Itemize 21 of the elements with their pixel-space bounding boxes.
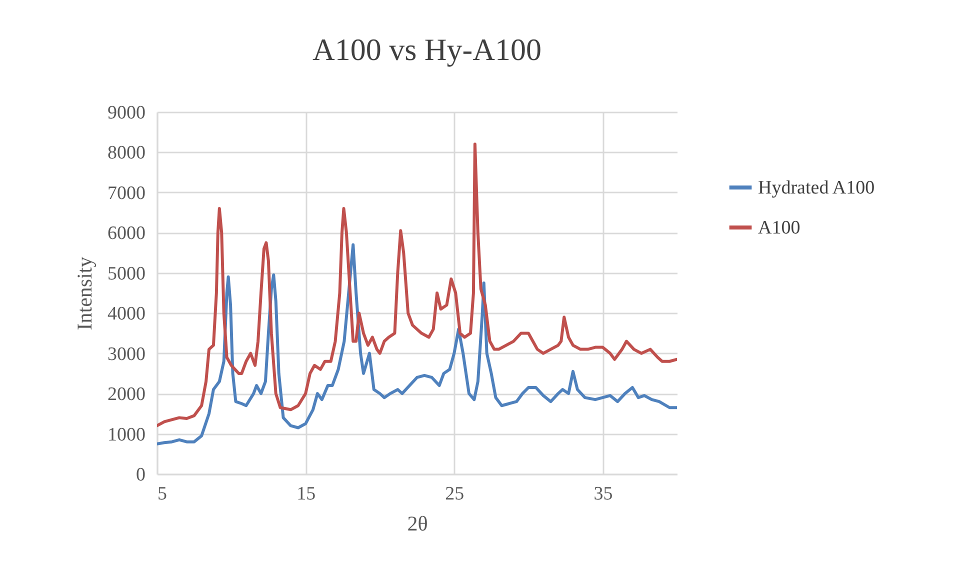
x-tick-label: 5 [158,484,167,504]
y-tick-label: 7000 [108,182,146,204]
line-series [157,142,677,428]
line-series [157,243,677,446]
x-axis-title: 2θ [407,512,428,536]
y-tick-label: 3000 [108,344,146,365]
y-tick-label: 1000 [108,424,146,446]
y-tick-label: 6000 [108,223,146,244]
legend-label: A100 [758,218,800,238]
legend-label: Hydrated A100 [758,178,875,198]
y-tick-label: 2000 [108,384,146,406]
y-tick-label: 0 [136,464,146,486]
x-tick-label: 15 [296,484,316,504]
y-tick-label: 8000 [108,142,146,164]
y-tick-label: 9000 [108,102,146,124]
y-tick-label: 5000 [108,263,146,284]
x-tick-label: 35 [594,484,613,504]
y-tick-label: 4000 [108,304,146,325]
x-tick-label: 25 [445,484,464,504]
chart-title: A100 vs Hy-A100 [312,32,542,67]
y-axis-title: Intensity [72,256,96,330]
